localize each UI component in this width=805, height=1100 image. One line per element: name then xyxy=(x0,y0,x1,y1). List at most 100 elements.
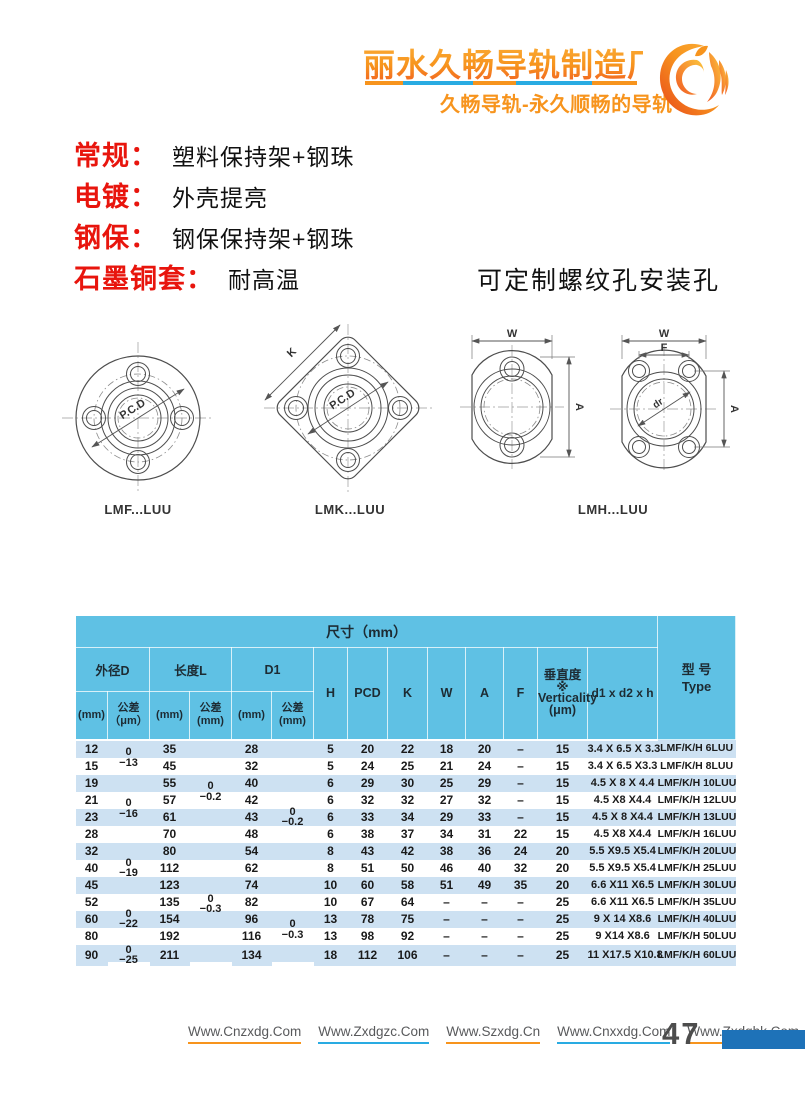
feature-row: 常规： 塑料保持架+钢珠 xyxy=(74,134,354,175)
data-cell: 20 xyxy=(477,741,492,756)
sub-tolerance-mm: 公差 (mm) xyxy=(189,691,232,741)
website-link[interactable]: Www.Zxdgzc.Com xyxy=(318,1024,430,1044)
data-cell: 45 xyxy=(84,877,99,892)
data-cell: 15 xyxy=(555,792,570,807)
data-cell: 90 xyxy=(84,947,99,962)
data-cell: 49 xyxy=(477,877,492,892)
data-cell: 33 xyxy=(477,809,492,824)
drawing-lmk: K P.C.D xyxy=(264,324,432,492)
data-cell: 15 xyxy=(555,741,570,756)
data-cell: 134 xyxy=(241,947,262,962)
tolerance-cell: 0 −0.2 xyxy=(189,739,232,843)
feature-label: 钢保： xyxy=(74,223,158,253)
data-cell: 30 xyxy=(400,775,415,790)
screw-size-cell: 4.5 X8 X4.4 xyxy=(593,827,652,840)
data-cell: 92 xyxy=(400,928,415,943)
col-group-length: 长度L xyxy=(149,647,232,692)
dim-a: A xyxy=(573,403,585,411)
table-row: 90 0 −25 211 134 18 112 106 – – – 25 11 X17.5 X10.8 L… xyxy=(75,944,736,966)
sub-mm: (mm) xyxy=(231,691,272,741)
data-cell: – xyxy=(481,928,488,943)
data-cell: 29 xyxy=(439,809,454,824)
website-link[interactable]: Www.Cnxxdg.Com xyxy=(557,1024,671,1044)
data-cell: 60 xyxy=(84,911,99,926)
table-row: 80 192 116 13 98 92 – – – 25 9 X14 X8.6 LMF/K/H 50L… xyxy=(75,927,736,945)
data-cell: 24 xyxy=(360,758,375,773)
screw-size-cell: 4.5 X8 X4.4 xyxy=(593,793,652,806)
tolerance-cell: 0 −13 xyxy=(107,739,150,775)
feature-list: 常规： 塑料保持架+钢珠 电镀： 外壳提亮 钢保： 钢保保持架+钢珠 石墨铜套：… xyxy=(74,134,354,298)
data-cell: 40 xyxy=(84,860,99,875)
tolerance-cell: 0 −19 xyxy=(107,842,150,894)
feature-row: 电镀： 外壳提亮 xyxy=(74,175,354,216)
technical-drawings: P.C.D LMF...LUU K P.C.D LMK...LUU xyxy=(62,324,740,517)
data-cell: 54 xyxy=(244,843,259,858)
data-cell: 51 xyxy=(360,860,375,875)
data-cell: 112 xyxy=(357,947,378,962)
data-cell: 80 xyxy=(84,928,99,943)
dim-k: K xyxy=(285,346,299,360)
table-row: 40 112 62 8 51 50 46 40 32 20 5.5 X9.5 X5.4 LMF/K/H… xyxy=(75,859,736,877)
type-cell: LMF/K/H 12LUU xyxy=(657,793,737,806)
col-h: H xyxy=(313,647,348,741)
col-verticality: 垂直度 ※ Verticality (μm) xyxy=(537,647,597,741)
company-name: 丽水久畅导轨制造厂 xyxy=(363,40,659,86)
data-cell: 23 xyxy=(84,809,99,824)
website-link[interactable]: Www.Cnzxdg.Com xyxy=(188,1024,302,1044)
data-cell: 112 xyxy=(159,860,180,875)
col-pcd: PCD xyxy=(347,647,388,741)
data-cell: – xyxy=(517,911,524,926)
type-cell: LMF/K/H 13LUU xyxy=(657,810,737,823)
data-cell: 34 xyxy=(439,826,454,841)
data-cell: – xyxy=(443,928,450,943)
drawing-lmf: P.C.D xyxy=(62,342,214,494)
data-cell: 12 xyxy=(84,741,99,756)
screw-size-cell: 4.5 X 8 X4.4 xyxy=(592,810,653,823)
data-cell: 57 xyxy=(162,792,177,807)
data-cell: 42 xyxy=(400,843,415,858)
data-cell: 51 xyxy=(439,877,454,892)
drawing-lmh-4hole: dr W F A xyxy=(610,328,740,473)
data-cell: 8 xyxy=(327,860,334,875)
data-cell: 74 xyxy=(244,877,259,892)
sub-tolerance-mm: 公差 (mm) xyxy=(271,691,314,741)
screw-size-cell: 3.4 X 6.5 X3.3 xyxy=(587,759,658,772)
drawing-label-lmk: LMK...LUU xyxy=(315,502,385,517)
feature-desc: 外壳提亮 xyxy=(172,185,268,211)
table-row: 28 70 48 6 38 37 34 31 22 15 4.5 X8 X4.4 LMF/K/H 16… xyxy=(75,825,736,843)
data-cell: 52 xyxy=(84,894,99,909)
data-cell: 35 xyxy=(162,741,177,756)
screw-size-cell: 6.6 X11 X6.5 xyxy=(591,895,655,908)
website-link[interactable]: Www.Szxdg.Cn xyxy=(446,1024,541,1044)
data-cell: 18 xyxy=(439,741,454,756)
data-cell: 8 xyxy=(327,843,334,858)
col-group-d1: D1 xyxy=(231,647,314,692)
data-cell: 192 xyxy=(159,928,180,943)
data-cell: – xyxy=(443,911,450,926)
data-cell: 21 xyxy=(439,758,454,773)
data-cell: 32 xyxy=(513,860,528,875)
sub-mm: (mm) xyxy=(75,691,108,741)
data-cell: 98 xyxy=(360,928,375,943)
type-cell: LMF/K/H 20LUU xyxy=(657,844,737,857)
data-cell: 6 xyxy=(327,792,334,807)
data-cell: 27 xyxy=(439,792,454,807)
data-cell: 24 xyxy=(477,758,492,773)
tolerance-cell: 0 −25 xyxy=(107,944,150,966)
data-cell: 154 xyxy=(159,911,180,926)
dim-f: F xyxy=(661,342,668,354)
data-cell: 36 xyxy=(477,843,492,858)
table-row: 23 61 43 6 33 34 29 33 – 15 4.5 X 8 X4.4 LMF/K/H 13… xyxy=(75,808,737,826)
tolerance-cell: 0 −22 xyxy=(107,893,150,945)
type-cell: LMF/K/H 6LUU xyxy=(660,742,734,755)
data-cell: 5 xyxy=(327,758,334,773)
table-row: 60 154 96 13 78 75 – – – 25 9 X 14 X8.6 LMF/K/H 40L… xyxy=(75,910,736,928)
table-row: 19 0 −16 55 40 6 29 30 25 29–15 4.5 X 8 X 4.4 LMF/K… xyxy=(75,774,736,843)
col-k: K xyxy=(387,647,428,741)
brand-underline xyxy=(365,81,637,85)
data-cell: 58 xyxy=(400,877,415,892)
feature-desc: 耐高温 xyxy=(228,267,300,293)
table-row: 12 0 −13 35 0 −0.2 28 0 −0.2 5 20 22 18 20 – 15 3.4 X 6.… xyxy=(75,739,736,894)
col-a: A xyxy=(465,647,504,741)
data-cell: – xyxy=(517,928,524,943)
